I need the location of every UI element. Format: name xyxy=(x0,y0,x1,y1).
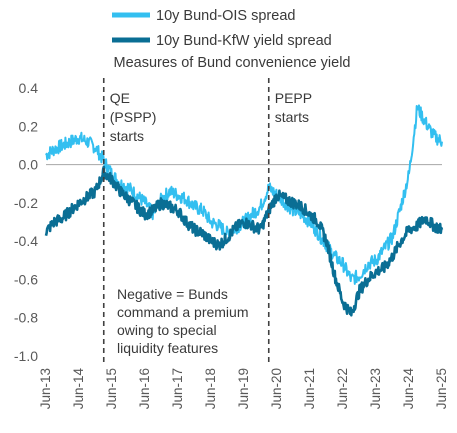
event-label-1: PEPP xyxy=(275,90,312,106)
chart-title: Measures of Bund convenience yield xyxy=(114,55,351,71)
y-tick-label: -0.8 xyxy=(14,310,38,326)
note-line: Negative = Bunds xyxy=(117,286,228,302)
x-tick-label: Jun-14 xyxy=(71,368,86,410)
x-tick-label: Jun-17 xyxy=(170,368,185,409)
legend: 10y Bund-OIS spread 10y Bund-KfW yield s… xyxy=(112,8,332,49)
x-tick-label: Jun-23 xyxy=(368,368,383,409)
x-tick-label: Jun-22 xyxy=(335,368,350,409)
series-line-bund-ois xyxy=(45,104,443,285)
note-line: liquidity features xyxy=(117,340,218,356)
event-label-0: QE xyxy=(110,90,130,106)
x-axis: Jun-13 Jun-14 Jun-15 Jun-16 Jun-17 Jun-18 Jun-… xyxy=(38,368,449,410)
x-tick-label: Jun-13 xyxy=(38,368,53,409)
x-tick-label: Jun-18 xyxy=(203,368,218,409)
y-tick-label: -1.0 xyxy=(14,348,38,364)
y-tick-label: 0.2 xyxy=(19,118,39,134)
x-tick-label: Jun-15 xyxy=(104,368,119,409)
vline-group: QE (PSPP) starts PEPP starts xyxy=(102,78,312,362)
legend-label-bund-kfw: 10y Bund-KfW yield spread xyxy=(156,33,332,49)
event-label-1: starts xyxy=(275,109,309,125)
x-tick-label: Jun-20 xyxy=(269,368,284,409)
annotation-note: Negative = Bunds command a premium owing t… xyxy=(117,286,249,356)
legend-label-bund-ois: 10y Bund-OIS spread xyxy=(156,8,295,24)
x-tick-label: Jun-19 xyxy=(236,368,251,409)
y-tick-label: 0.4 xyxy=(19,80,39,96)
event-label-0: (PSPP) xyxy=(110,109,157,125)
x-tick-label: Jun-16 xyxy=(137,368,152,409)
y-tick-label: 0.0 xyxy=(19,157,39,173)
event-label-0: starts xyxy=(110,128,144,144)
series-line-bund-kfw xyxy=(44,165,444,317)
x-tick-label: Jun-21 xyxy=(302,368,317,409)
note-line: owing to special xyxy=(117,322,217,338)
y-tick-label: -0.2 xyxy=(14,195,38,211)
y-tick-label: -0.6 xyxy=(14,271,38,287)
note-line: command a premium xyxy=(117,304,249,320)
x-tick-label: Jun-25 xyxy=(434,368,449,409)
y-axis: 0.4 0.2 0.0 -0.2 -0.4 -0.6 -0.8 -1.0 xyxy=(14,80,38,364)
series-group xyxy=(44,104,444,317)
x-tick-label: Jun-24 xyxy=(401,368,416,410)
y-tick-label: -0.4 xyxy=(14,233,38,249)
